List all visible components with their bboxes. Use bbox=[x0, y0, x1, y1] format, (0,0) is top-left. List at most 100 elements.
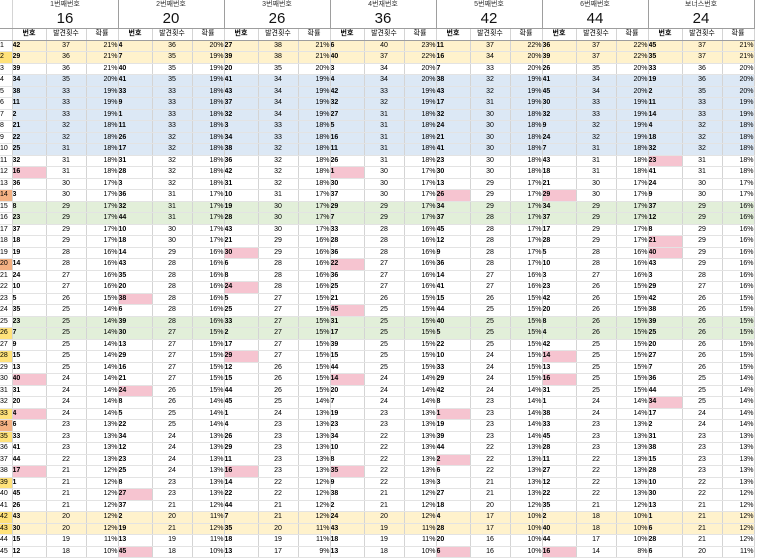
number-cell[interactable]: 6 bbox=[436, 465, 471, 478]
count-cell[interactable]: 27 bbox=[46, 270, 87, 282]
count-cell[interactable]: 26 bbox=[470, 293, 511, 305]
number-cell[interactable]: 36 bbox=[12, 178, 47, 190]
number-cell[interactable]: 41 bbox=[648, 166, 683, 179]
number-cell[interactable]: 38 bbox=[648, 442, 683, 455]
probability-cell[interactable]: 14% bbox=[86, 385, 119, 397]
number-cell[interactable]: 14 bbox=[12, 258, 47, 271]
probability-cell[interactable]: 17% bbox=[510, 235, 543, 248]
probability-cell[interactable]: 16% bbox=[298, 281, 331, 294]
number-cell[interactable]: 17 bbox=[436, 97, 471, 110]
number-cell[interactable]: 5 bbox=[12, 293, 47, 305]
probability-cell[interactable]: 13% bbox=[510, 442, 543, 455]
count-cell[interactable]: 23 bbox=[576, 419, 617, 432]
count-cell[interactable]: 33 bbox=[152, 120, 193, 133]
number-cell[interactable]: 33 bbox=[118, 86, 153, 98]
count-cell[interactable]: 24 bbox=[152, 442, 193, 455]
count-cell[interactable]: 24 bbox=[682, 408, 723, 420]
probability-cell[interactable]: 14% bbox=[510, 431, 543, 443]
number-cell[interactable]: 9 bbox=[436, 247, 471, 259]
table-row[interactable]: 34 6 23 13% 22 25 14% 4 23 13% 23 23 13% 19 23 14% 33 23 1… bbox=[0, 419, 755, 432]
count-cell[interactable]: 34 bbox=[470, 51, 511, 64]
count-cell[interactable]: 30 bbox=[470, 166, 511, 179]
probability-cell[interactable]: 15% bbox=[298, 362, 331, 374]
number-cell[interactable]: 9 bbox=[542, 120, 577, 133]
count-cell[interactable]: 25 bbox=[364, 327, 405, 340]
count-cell[interactable]: 29 bbox=[470, 189, 511, 202]
number-cell[interactable]: 42 bbox=[542, 293, 577, 305]
number-cell[interactable]: 10 bbox=[436, 350, 471, 363]
probability-cell[interactable]: 19% bbox=[298, 97, 331, 110]
probability-cell[interactable]: 18% bbox=[510, 132, 543, 144]
count-cell[interactable]: 30 bbox=[258, 224, 299, 236]
probability-cell[interactable]: 18% bbox=[404, 120, 437, 133]
count-cell[interactable]: 37 bbox=[682, 40, 723, 52]
count-cell[interactable]: 21 bbox=[46, 465, 87, 478]
number-cell[interactable]: 1 bbox=[542, 396, 577, 409]
table-row[interactable]: 38 17 21 12% 25 24 13% 16 23 13% 35 22 13% 6 22 13% 27 22… bbox=[0, 465, 755, 478]
count-cell[interactable]: 25 bbox=[576, 385, 617, 397]
number-cell[interactable]: 3 bbox=[436, 477, 471, 489]
number-cell[interactable]: 27 bbox=[118, 488, 153, 501]
count-cell[interactable]: 29 bbox=[258, 247, 299, 259]
probability-cell[interactable]: 15% bbox=[404, 339, 437, 351]
number-cell[interactable]: 32 bbox=[542, 109, 577, 121]
probability-cell[interactable]: 14% bbox=[616, 396, 649, 409]
probability-cell[interactable]: 13% bbox=[616, 454, 649, 466]
table-row[interactable]: 9 22 32 18% 26 32 18% 34 33 18% 16 31 18% 21 30 18% 24 32… bbox=[0, 132, 755, 144]
count-cell[interactable]: 17 bbox=[258, 546, 299, 558]
probability-cell[interactable]: 18% bbox=[192, 178, 225, 190]
probability-cell[interactable]: 17% bbox=[510, 258, 543, 271]
number-cell[interactable]: 6 bbox=[12, 419, 47, 432]
number-cell[interactable]: 15 bbox=[436, 293, 471, 305]
count-cell[interactable]: 26 bbox=[576, 327, 617, 340]
count-cell[interactable]: 28 bbox=[258, 258, 299, 271]
count-cell[interactable]: 34 bbox=[258, 86, 299, 98]
probability-cell[interactable]: 15% bbox=[404, 327, 437, 340]
count-cell[interactable]: 23 bbox=[470, 431, 511, 443]
probability-cell[interactable]: 18% bbox=[298, 120, 331, 133]
probability-cell[interactable]: 17% bbox=[192, 212, 225, 225]
number-cell[interactable]: 37 bbox=[648, 201, 683, 213]
number-cell[interactable]: 44 bbox=[118, 212, 153, 225]
probability-cell[interactable]: 14% bbox=[404, 396, 437, 409]
count-cell[interactable]: 26 bbox=[152, 396, 193, 409]
count-cell[interactable]: 37 bbox=[470, 40, 511, 52]
number-cell[interactable]: 5 bbox=[542, 247, 577, 259]
number-cell[interactable]: 44 bbox=[330, 362, 365, 374]
probability-cell[interactable]: 17% bbox=[86, 201, 119, 213]
probability-cell[interactable]: 15% bbox=[298, 316, 331, 328]
number-cell[interactable]: 5 bbox=[330, 120, 365, 133]
probability-cell[interactable]: 18% bbox=[404, 143, 437, 156]
count-cell[interactable]: 31 bbox=[576, 166, 617, 179]
count-cell[interactable]: 34 bbox=[258, 97, 299, 110]
probability-cell[interactable]: 12% bbox=[722, 488, 755, 501]
row-number[interactable]: 45 bbox=[0, 546, 13, 558]
number-cell[interactable]: 25 bbox=[330, 281, 365, 294]
number-cell[interactable]: 36 bbox=[330, 247, 365, 259]
count-cell[interactable]: 31 bbox=[682, 166, 723, 179]
number-cell[interactable]: 15 bbox=[330, 350, 365, 363]
number-cell[interactable]: 6 bbox=[648, 523, 683, 535]
number-cell[interactable]: 22 bbox=[224, 488, 259, 501]
drawn-number[interactable]: 24 bbox=[648, 10, 755, 29]
probability-cell[interactable]: 13% bbox=[616, 477, 649, 489]
probability-cell[interactable]: 15% bbox=[298, 339, 331, 351]
number-cell[interactable]: 23 bbox=[436, 155, 471, 167]
row-number[interactable]: 24 bbox=[0, 304, 13, 317]
number-cell[interactable]: 36 bbox=[224, 155, 259, 167]
number-cell[interactable]: 41 bbox=[118, 74, 153, 87]
number-cell[interactable]: 38 bbox=[648, 304, 683, 317]
probability-cell[interactable]: 12% bbox=[404, 488, 437, 501]
count-cell[interactable]: 32 bbox=[46, 120, 87, 133]
probability-cell[interactable]: 15% bbox=[192, 385, 225, 397]
probability-cell[interactable]: 14% bbox=[404, 385, 437, 397]
probability-cell[interactable]: 10% bbox=[86, 546, 119, 558]
row-number[interactable]: 3 bbox=[0, 63, 13, 75]
table-row[interactable]: 26 7 25 14% 30 27 15% 2 27 15% 17 25 15% 5 25 15% 4 26 15%… bbox=[0, 327, 755, 340]
number-cell[interactable]: 45 bbox=[542, 431, 577, 443]
probability-cell[interactable]: 16% bbox=[510, 281, 543, 294]
count-cell[interactable]: 29 bbox=[46, 201, 87, 213]
probability-cell[interactable]: 20% bbox=[616, 74, 649, 87]
drawn-number[interactable]: 36 bbox=[330, 10, 437, 29]
number-cell[interactable]: 12 bbox=[436, 235, 471, 248]
